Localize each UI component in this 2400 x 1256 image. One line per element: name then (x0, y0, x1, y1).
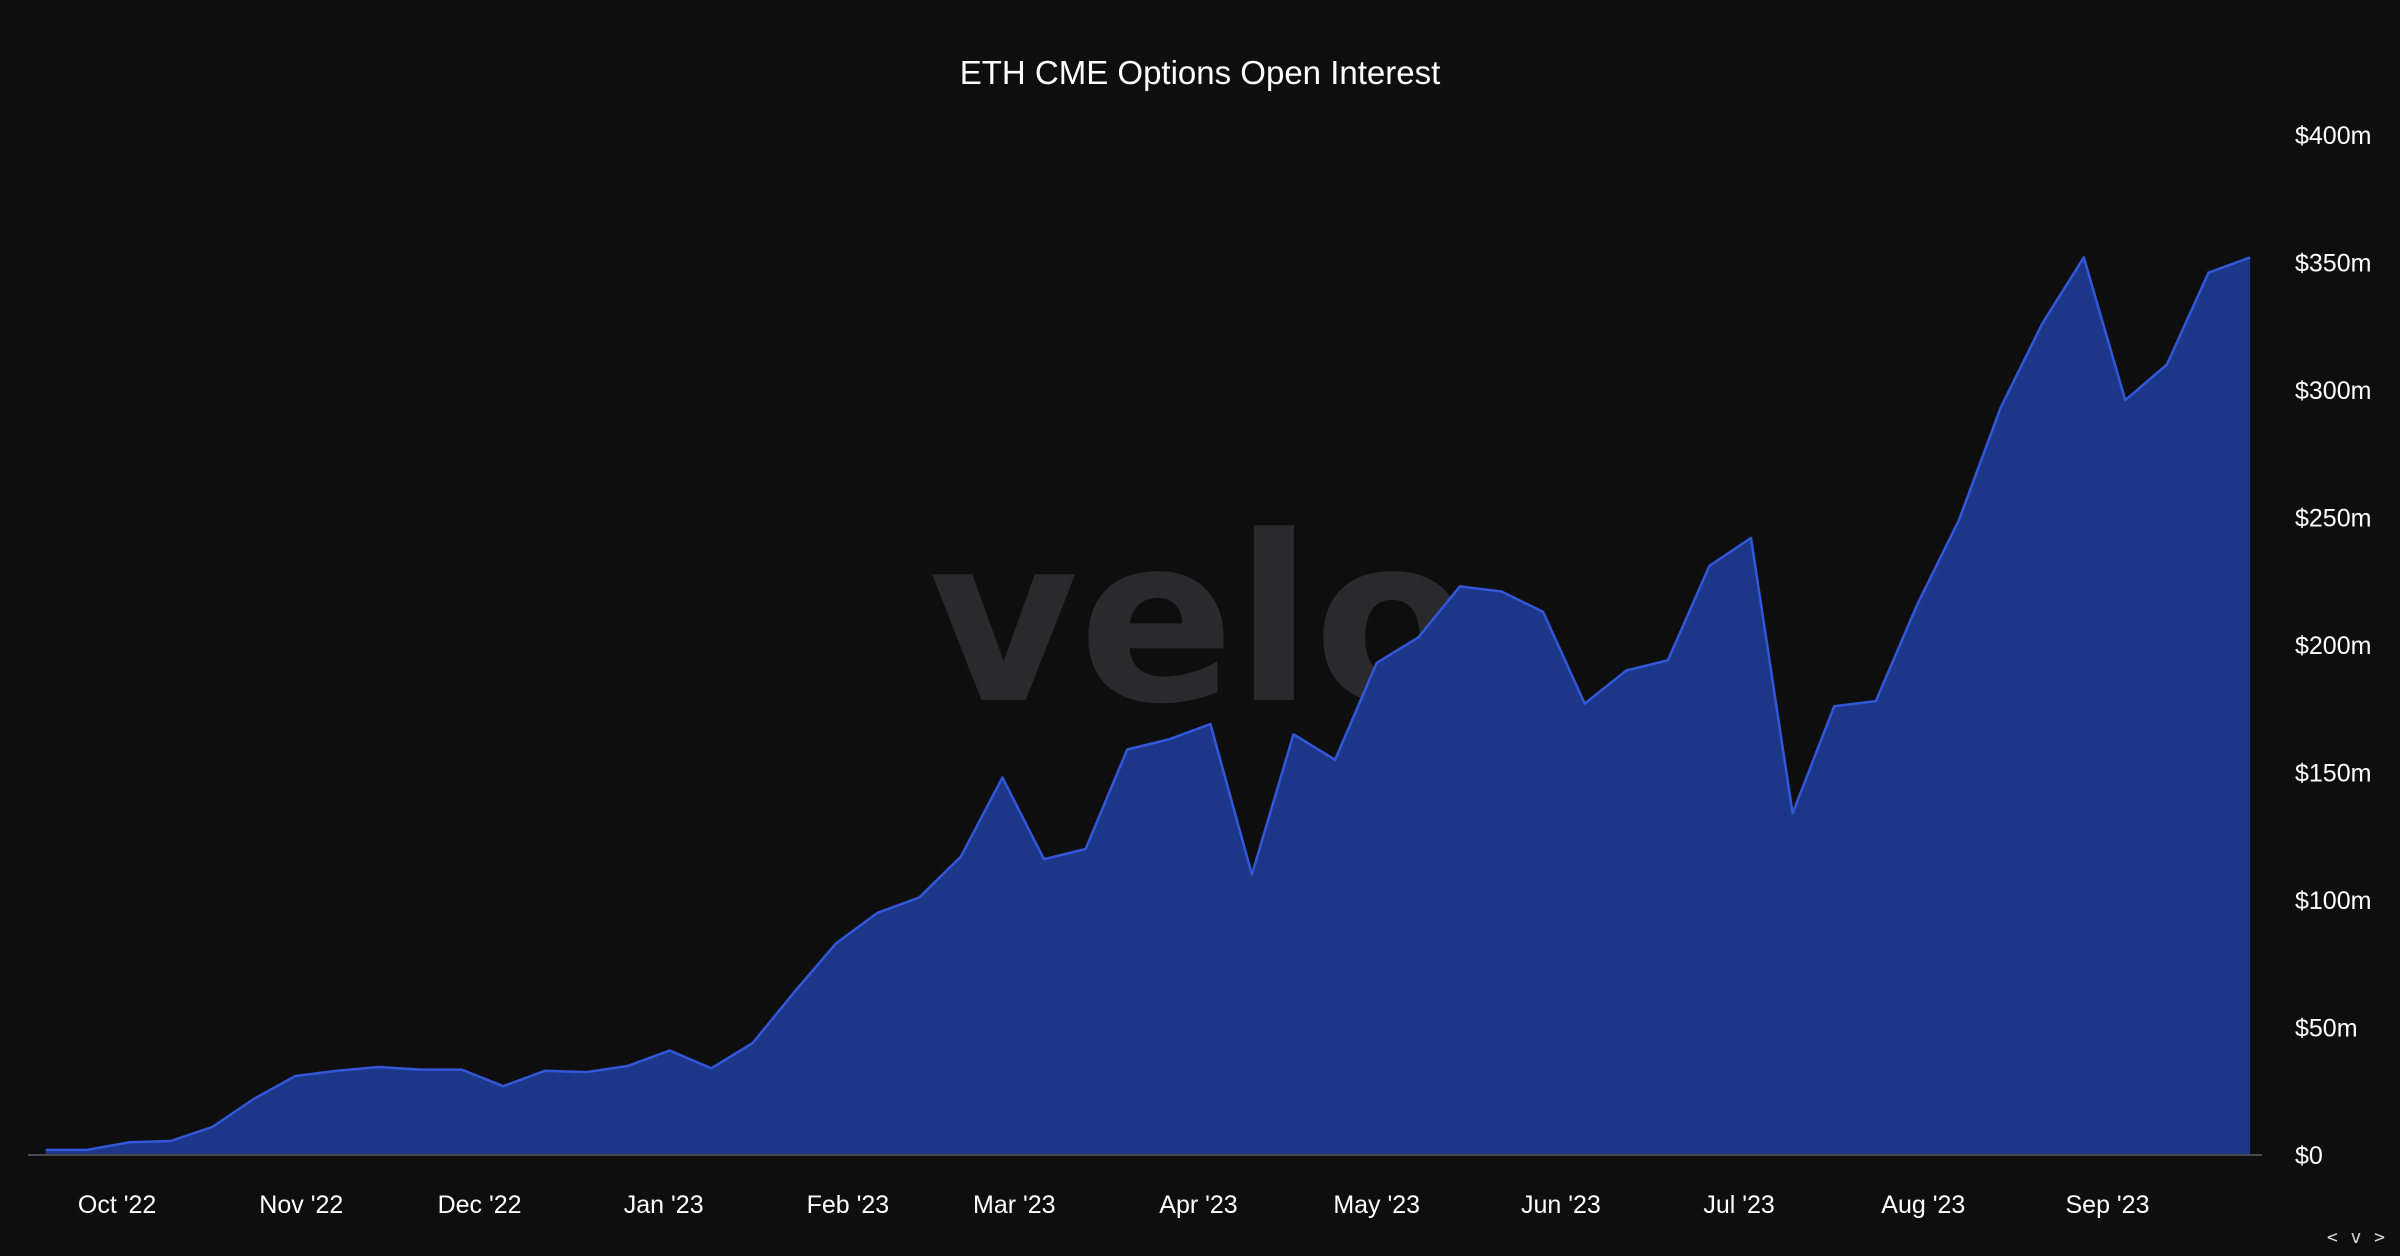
x-tick-label: Oct '22 (78, 1191, 156, 1219)
x-axis-ticks: Oct '22 Nov '22 Dec '22 Jan '23 Feb '23 Mar '… (78, 1191, 2150, 1219)
data-point[interactable] (542, 1068, 548, 1074)
data-point[interactable] (1582, 701, 1588, 707)
data-point[interactable] (376, 1064, 382, 1070)
plot-area (43, 254, 2253, 1155)
data-point[interactable] (84, 1147, 90, 1153)
data-point[interactable] (999, 775, 1005, 781)
x-tick-label: May '23 (1333, 1191, 1420, 1219)
data-point[interactable] (292, 1073, 298, 1079)
data-point[interactable] (958, 854, 964, 860)
x-tick-label: Dec '22 (438, 1191, 522, 1219)
data-point[interactable] (1665, 657, 1671, 663)
data-point[interactable] (1166, 736, 1172, 742)
data-point[interactable] (875, 910, 881, 916)
data-point[interactable] (417, 1067, 423, 1073)
data-point[interactable] (584, 1069, 590, 1075)
data-point[interactable] (1748, 535, 1754, 541)
data-point[interactable] (1998, 405, 2004, 411)
x-tick-label: Apr '23 (1159, 1191, 1237, 1219)
data-point[interactable] (334, 1068, 340, 1074)
data-point[interactable] (168, 1138, 174, 1144)
series-line (45, 256, 2251, 1152)
data-point[interactable] (750, 1040, 756, 1046)
data-point[interactable] (459, 1067, 465, 1073)
data-point[interactable] (2164, 362, 2170, 368)
y-tick-label: $300m (2295, 377, 2371, 405)
data-point[interactable] (1332, 757, 1338, 763)
y-tick-label: $100m (2295, 887, 2371, 915)
data-point[interactable] (1291, 731, 1297, 737)
data-point[interactable] (1457, 583, 1463, 589)
data-point[interactable] (1623, 668, 1629, 674)
data-point[interactable] (833, 940, 839, 946)
y-tick-label: $0 (2295, 1142, 2323, 1170)
data-point[interactable] (2247, 254, 2253, 260)
series-area (45, 257, 2251, 1155)
data-point[interactable] (792, 989, 798, 995)
data-point[interactable] (708, 1065, 714, 1071)
y-tick-label: $50m (2295, 1015, 2358, 1043)
data-point[interactable] (625, 1063, 631, 1069)
chart-title: ETH CME Options Open Interest (960, 54, 1441, 91)
data-point[interactable] (1083, 846, 1089, 852)
data-point[interactable] (2122, 397, 2128, 403)
data-point[interactable] (1041, 856, 1047, 862)
data-point[interactable] (1249, 872, 1255, 878)
data-point[interactable] (2039, 321, 2045, 327)
data-point[interactable] (1124, 747, 1130, 753)
data-point[interactable] (2206, 270, 2212, 276)
data-point[interactable] (1415, 634, 1421, 640)
data-point[interactable] (43, 1147, 49, 1153)
x-tick-label: Aug '23 (1881, 1191, 1965, 1219)
data-point[interactable] (1914, 601, 1920, 607)
data-point[interactable] (251, 1096, 257, 1102)
data-point[interactable] (1956, 517, 1962, 523)
chart-nav-control[interactable]: < v > (2326, 1227, 2386, 1248)
data-point[interactable] (1540, 609, 1546, 615)
y-tick-label: $250m (2295, 505, 2371, 533)
data-point[interactable] (1499, 589, 1505, 595)
x-tick-label: Jun '23 (1521, 1191, 1601, 1219)
x-tick-label: Mar '23 (973, 1191, 1056, 1219)
data-point[interactable] (1790, 810, 1796, 816)
data-point[interactable] (1706, 563, 1712, 569)
data-point[interactable] (500, 1083, 506, 1089)
y-axis-ticks: $0 $50m $100m $150m $200m $250m $300m $350m $400… (2295, 122, 2371, 1170)
y-tick-label: $400m (2295, 122, 2371, 150)
y-tick-label: $200m (2295, 632, 2371, 660)
data-point[interactable] (916, 895, 922, 901)
x-tick-label: Sep '23 (2065, 1191, 2149, 1219)
x-tick-label: Jul '23 (1703, 1191, 1774, 1219)
data-point[interactable] (667, 1048, 673, 1054)
data-point[interactable] (1873, 698, 1879, 704)
data-point[interactable] (126, 1139, 132, 1145)
data-point[interactable] (2081, 254, 2087, 260)
data-point[interactable] (1374, 660, 1380, 666)
x-tick-label: Feb '23 (807, 1191, 890, 1219)
x-tick-label: Nov '22 (259, 1191, 343, 1219)
data-point[interactable] (1207, 721, 1213, 727)
y-tick-label: $350m (2295, 250, 2371, 278)
y-tick-label: $150m (2295, 760, 2371, 788)
data-point[interactable] (1831, 703, 1837, 709)
data-point[interactable] (209, 1124, 215, 1130)
x-tick-label: Jan '23 (624, 1191, 704, 1219)
